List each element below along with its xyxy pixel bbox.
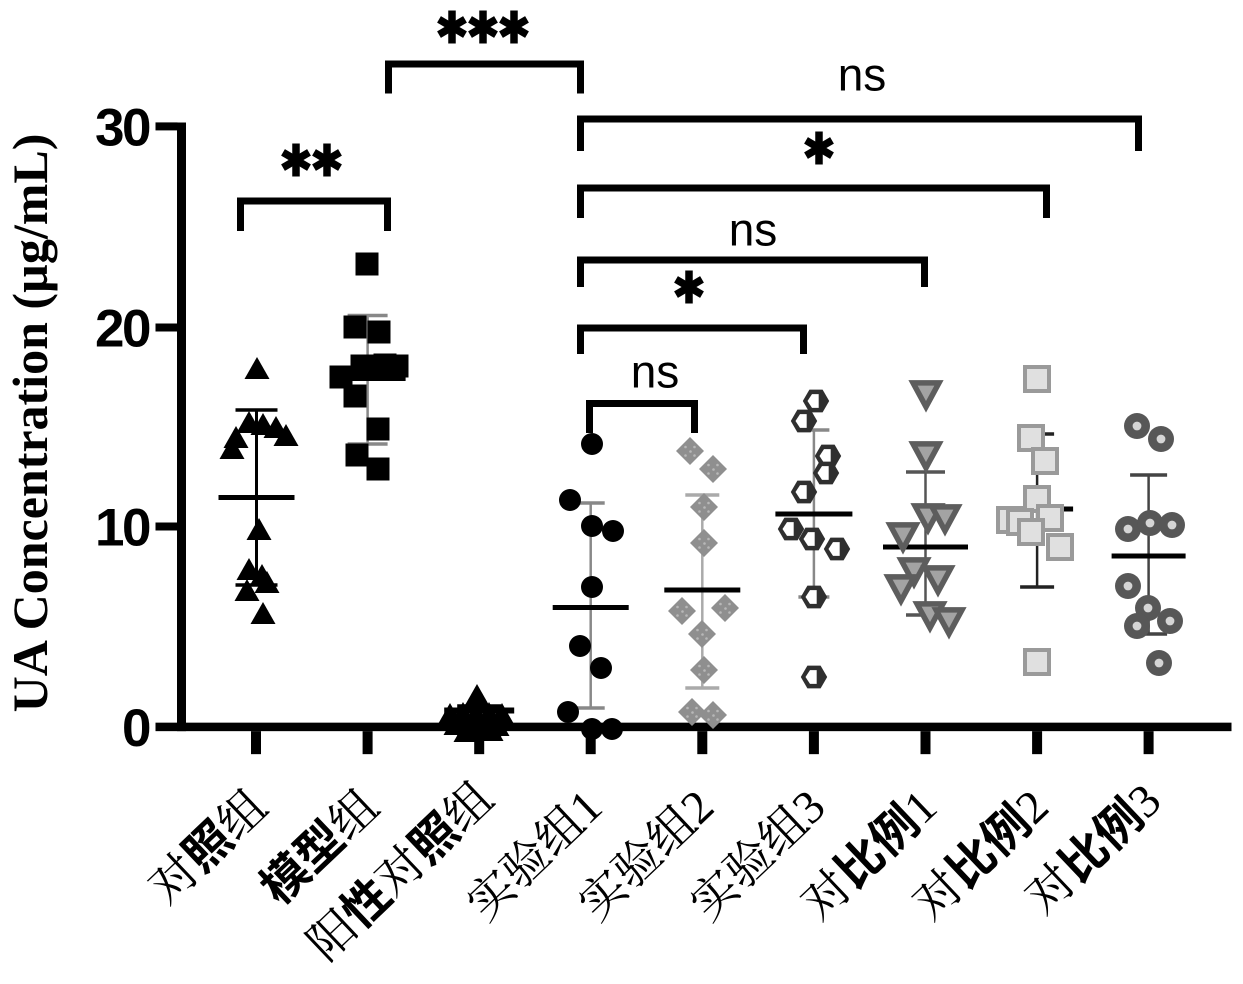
- svg-text:0: 0: [122, 699, 150, 758]
- svg-text:ns: ns: [838, 49, 887, 101]
- svg-text:UA Concentration (µg/mL): UA Concentration (µg/mL): [2, 134, 58, 713]
- svg-text:ns: ns: [631, 346, 680, 398]
- svg-text:30: 30: [95, 98, 150, 157]
- svg-text:20: 20: [95, 300, 150, 359]
- svg-text:ns: ns: [729, 204, 778, 256]
- svg-text:10: 10: [95, 499, 150, 558]
